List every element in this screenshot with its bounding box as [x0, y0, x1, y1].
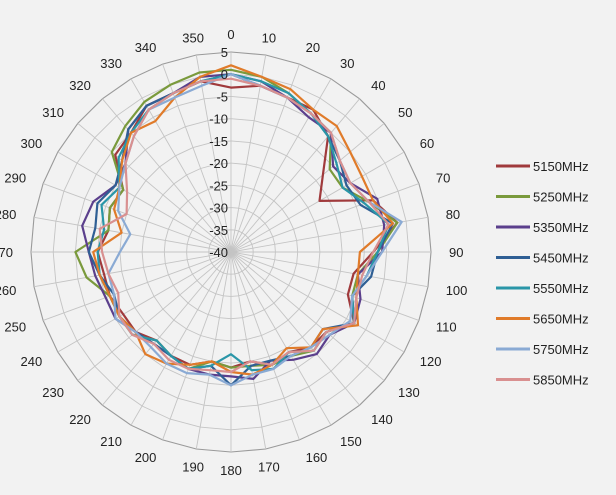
- angle-label: 280: [0, 207, 16, 222]
- grid-spoke: [230, 54, 267, 253]
- angle-label: 120: [420, 354, 442, 369]
- angle-label: 150: [340, 434, 362, 449]
- grid-spoke: [230, 183, 420, 253]
- grid-spoke: [230, 251, 420, 321]
- angle-label: 180: [220, 463, 242, 478]
- legend-label: 5750MHz: [533, 342, 589, 357]
- legend-label: 5250MHz: [533, 190, 589, 205]
- angle-label: 350: [182, 30, 204, 45]
- grid-spoke: [130, 78, 232, 253]
- legend-label: 5650MHz: [533, 312, 589, 327]
- series-line-5450MHz: [87, 73, 394, 387]
- angle-label: 200: [135, 450, 157, 465]
- grid-spoke: [230, 78, 332, 253]
- grid-spoke: [230, 98, 360, 253]
- angle-labels: 0 102030405060708090100110120130140150160…: [0, 27, 467, 478]
- angle-label: 60: [420, 136, 434, 151]
- grid-spoke: [42, 183, 232, 253]
- angle-label: 340: [135, 40, 157, 55]
- angle-label: 90: [449, 245, 463, 260]
- grid-spoke: [77, 251, 232, 381]
- grid-spoke: [162, 63, 232, 253]
- grid-spoke: [230, 251, 429, 288]
- chart-grid: [30, 51, 432, 453]
- grid-spoke: [230, 251, 405, 353]
- radial-tick-label: -35: [209, 223, 228, 238]
- radial-tick-label: -40: [209, 245, 228, 260]
- grid-spoke: [57, 251, 232, 353]
- angle-label: 0: [227, 27, 234, 42]
- grid-spoke: [230, 251, 360, 406]
- angle-label: 20: [306, 40, 320, 55]
- angle-label: 190: [182, 460, 204, 475]
- grid-spoke: [230, 251, 267, 450]
- angle-label: 240: [20, 354, 42, 369]
- angle-label: 220: [69, 412, 91, 427]
- angle-label: 40: [371, 78, 385, 93]
- angle-label: 300: [20, 136, 42, 151]
- angle-label: 30: [340, 56, 354, 71]
- angle-label: 70: [436, 170, 450, 185]
- legend-label: 5550MHz: [533, 281, 589, 296]
- grid-spoke: [130, 251, 232, 426]
- grid-spoke: [230, 251, 300, 441]
- legend-label: 5450MHz: [533, 251, 589, 266]
- angle-label: 330: [100, 56, 122, 71]
- series-line-5850MHz: [98, 77, 390, 374]
- legend-label: 5150MHz: [533, 159, 589, 174]
- angle-label: 320: [69, 78, 91, 93]
- angle-label: 100: [446, 283, 468, 298]
- angle-label: 230: [42, 385, 64, 400]
- grid-spoke: [230, 151, 405, 253]
- angle-label: 270: [0, 245, 13, 260]
- radial-tick-label: -15: [209, 134, 228, 149]
- angle-label: 290: [4, 170, 26, 185]
- angle-label: 210: [100, 434, 122, 449]
- radial-tick-label: -5: [216, 89, 228, 104]
- angle-label: 250: [4, 320, 26, 335]
- radial-tick-label: 5: [221, 45, 228, 60]
- grid-spoke: [162, 251, 232, 441]
- angle-label: 130: [398, 385, 420, 400]
- angle-label: 310: [42, 105, 64, 120]
- grid-spoke: [102, 251, 232, 406]
- radial-tick-label: -20: [209, 156, 228, 171]
- grid-spoke: [230, 251, 332, 426]
- angle-label: 170: [258, 460, 280, 475]
- angle-label: 140: [371, 412, 393, 427]
- grid-spoke: [230, 63, 300, 253]
- chart-series: [74, 64, 403, 387]
- angle-label: 10: [262, 30, 276, 45]
- legend-label: 5350MHz: [533, 220, 589, 235]
- radial-tick-label: 0: [221, 67, 228, 82]
- grid-spoke: [230, 216, 429, 253]
- grid-spoke: [195, 251, 232, 450]
- grid-spoke: [33, 251, 232, 288]
- angle-label: 50: [398, 105, 412, 120]
- radial-tick-label: -10: [209, 112, 228, 127]
- grid-spoke: [195, 54, 232, 253]
- radial-tick-labels: 5 0 -5 -10 -15 -20 -25 -30 -35 -40: [209, 45, 228, 260]
- legend-label: 5850MHz: [533, 373, 589, 388]
- grid-spoke: [230, 123, 385, 253]
- radial-tick-label: -30: [209, 201, 228, 216]
- angle-label: 80: [446, 207, 460, 222]
- grid-spoke: [57, 151, 232, 253]
- grid-spoke: [42, 251, 232, 321]
- grid-spoke: [230, 251, 385, 381]
- chart-legend: 5150MHz 5250MHz 5350MHz 5450MHz 5550MHz 5650M…: [496, 159, 589, 388]
- angle-label: 160: [306, 450, 328, 465]
- angle-label: 260: [0, 283, 16, 298]
- grid-spoke: [77, 123, 232, 253]
- grid-spoke: [33, 216, 232, 253]
- angle-label: 110: [436, 320, 457, 335]
- grid-spoke: [102, 98, 232, 253]
- radial-tick-label: -25: [209, 178, 228, 193]
